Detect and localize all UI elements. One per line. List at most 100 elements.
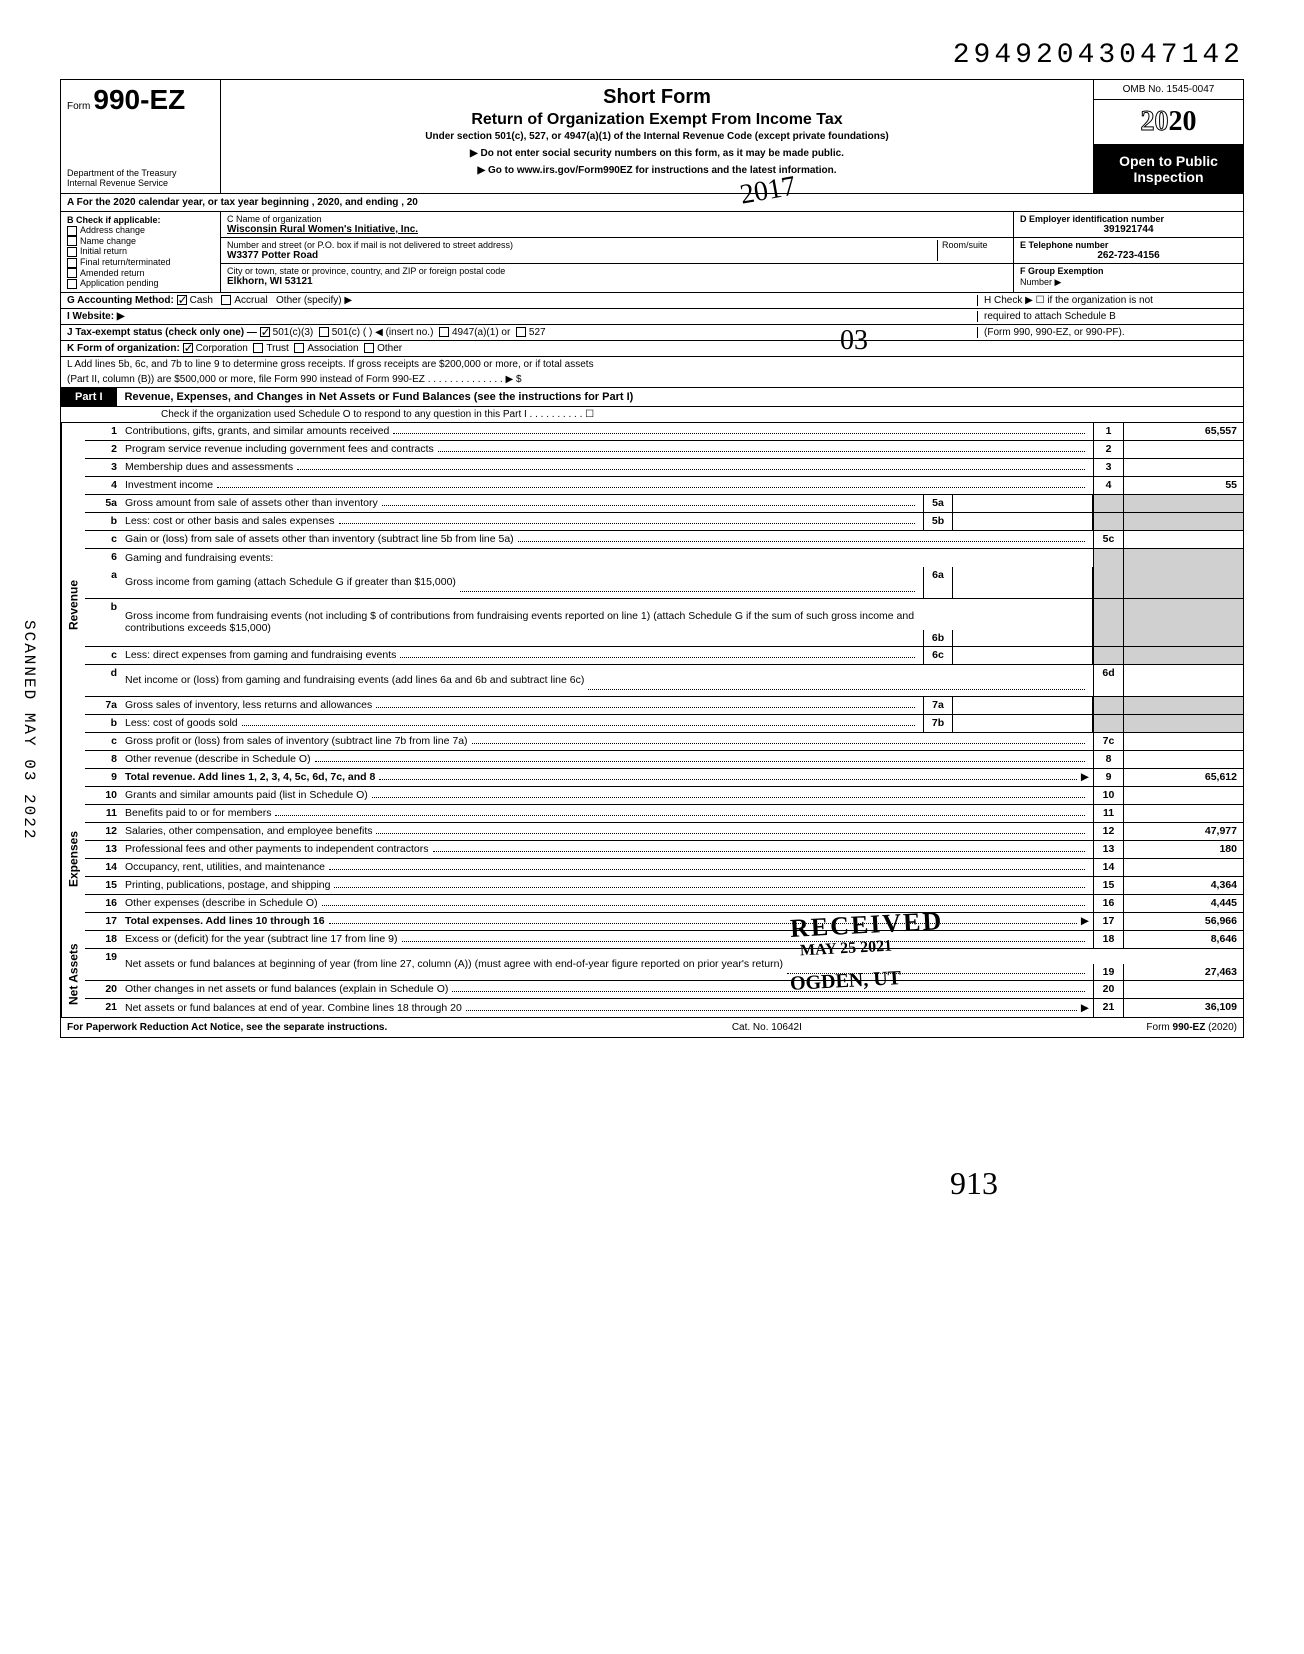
l13-desc: Professional fees and other payments to … [125,843,429,855]
b-name: Name change [80,236,136,246]
header-center: Short Form Return of Organization Exempt… [221,80,1093,193]
chk-4947[interactable] [439,327,449,337]
l15-desc: Printing, publications, postage, and shi… [125,879,330,891]
footer-cat: Cat. No. 10642I [732,1022,802,1033]
chk-pending[interactable] [67,279,77,289]
l20-desc: Other changes in net assets or fund bala… [125,983,448,995]
chk-trust[interactable] [253,343,263,353]
l15-val: 4,364 [1123,877,1243,894]
row-l1: L Add lines 5b, 6c, and 7b to line 9 to … [61,357,1243,372]
chk-501c3[interactable] [260,327,270,337]
l21-val: 36,109 [1123,999,1243,1017]
l8-desc: Other revenue (describe in Schedule O) [125,753,311,765]
f-label: F Group Exemption [1020,266,1104,276]
omb-number: OMB No. 1545-0047 [1094,80,1243,100]
j-label: J Tax-exempt status (check only one) — [67,327,257,338]
h-sub: required to attach Schedule B [977,311,1237,322]
l6d-desc: Net income or (loss) from gaming and fun… [125,674,584,686]
col-b-checkboxes: B Check if applicable: Address change Na… [61,212,221,292]
l11-desc: Benefits paid to or for members [125,807,271,819]
l19-val: 27,463 [1123,964,1243,980]
l17-desc: Total expenses. Add lines 10 through 16 [125,915,325,927]
expenses-section: Expenses 10Grants and similar amounts pa… [61,787,1243,931]
l16-val: 4,445 [1123,895,1243,912]
footer-paperwork: For Paperwork Reduction Act Notice, see … [67,1022,387,1033]
l9-val: 65,612 [1123,769,1243,786]
l14-desc: Occupancy, rent, utilities, and maintena… [125,861,325,873]
revenue-section: Revenue 1Contributions, gifts, grants, a… [61,423,1243,787]
inspect-line1: Open to Public [1098,153,1239,169]
l4-val: 55 [1123,477,1243,494]
l7c-val [1123,733,1243,750]
chk-amended[interactable] [67,268,77,278]
document-number: 29492043047142 [60,40,1244,71]
e-label: E Telephone number [1020,240,1237,250]
form-number: 990-EZ [93,84,185,115]
row-a-calendar-year: A For the 2020 calendar year, or tax yea… [61,194,1243,212]
k-trust: Trust [266,343,288,354]
b-pending: Application pending [80,278,159,288]
chk-501c[interactable] [319,327,329,337]
f-sub: Number ▶ [1020,277,1061,287]
l6b-desc: Gross income from fundraising events (no… [125,610,919,634]
b-address: Address change [80,225,145,235]
col-d-e-f: D Employer identification number 3919217… [1013,212,1243,292]
d-ein: 391921744 [1020,224,1237,235]
chk-initial[interactable] [67,247,77,257]
l8-val [1123,751,1243,768]
chk-address[interactable] [67,226,77,236]
open-inspection: Open to Public Inspection [1094,145,1243,193]
c-name-label: C Name of organization [227,214,1007,224]
l6a-desc: Gross income from gaming (attach Schedul… [125,576,456,588]
k-assoc: Association [307,343,358,354]
c-street-label: Number and street (or P.O. box if mail i… [227,240,937,250]
l12-val: 47,977 [1123,823,1243,840]
row-k: K Form of organization: Corporation Trus… [61,341,1243,357]
l3-desc: Membership dues and assessments [125,461,293,473]
c-street: W3377 Potter Road [227,250,937,261]
netassets-section: Net Assets 18Excess or (deficit) for the… [61,931,1243,1018]
l5c-desc: Gain or (loss) from sale of assets other… [125,533,514,545]
l7b-desc: Less: cost of goods sold [125,717,238,729]
l17-val: 56,966 [1123,913,1243,930]
tax-year: 2020 [1094,100,1243,145]
k-corp: Corporation [196,343,248,354]
l5c-val [1123,531,1243,548]
g-label: G Accounting Method: [67,295,174,306]
l6-desc: Gaming and fundraising events: [125,552,273,564]
j-527: 527 [529,327,546,338]
l11-val [1123,805,1243,822]
chk-final[interactable] [67,258,77,268]
g-other: Other (specify) ▶ [276,295,352,306]
chk-cash[interactable] [177,295,187,305]
arrow-website: ▶ Go to www.irs.gov/Form990EZ for instru… [231,165,1083,176]
form-prefix: Form [67,101,90,112]
l6d-val [1123,665,1243,696]
chk-accrual[interactable] [221,295,231,305]
row-j: J Tax-exempt status (check only one) — 5… [61,325,1243,341]
handwritten-03: 03 [840,325,868,357]
chk-other[interactable] [364,343,374,353]
part1-label: Part I [61,388,117,406]
l14-val [1123,859,1243,876]
e-phone: 262-723-4156 [1020,250,1237,261]
part1-title: Revenue, Expenses, and Changes in Net As… [117,388,1243,406]
chk-assoc[interactable] [294,343,304,353]
b-amended: Amended return [80,268,145,278]
chk-corp[interactable] [183,343,193,353]
b-initial: Initial return [80,246,127,256]
l1-desc: Contributions, gifts, grants, and simila… [125,425,389,437]
row-i: I Website: ▶ required to attach Schedule… [61,309,1243,325]
c-org-name: Wisconsin Rural Women's Initiative, Inc. [227,224,1007,235]
k-label: K Form of organization: [67,343,180,354]
dept-irs: Internal Revenue Service [67,179,214,189]
k-other: Other [377,343,402,354]
l7c-desc: Gross profit or (loss) from sales of inv… [125,735,468,747]
side-revenue: Revenue [61,423,85,787]
l12-desc: Salaries, other compensation, and employ… [125,825,372,837]
l19-desc: Net assets or fund balances at beginning… [125,958,783,970]
chk-527[interactable] [516,327,526,337]
j-501c3: 501(c)(3) [273,327,314,338]
g-accrual: Accrual [234,295,267,306]
chk-name[interactable] [67,236,77,246]
